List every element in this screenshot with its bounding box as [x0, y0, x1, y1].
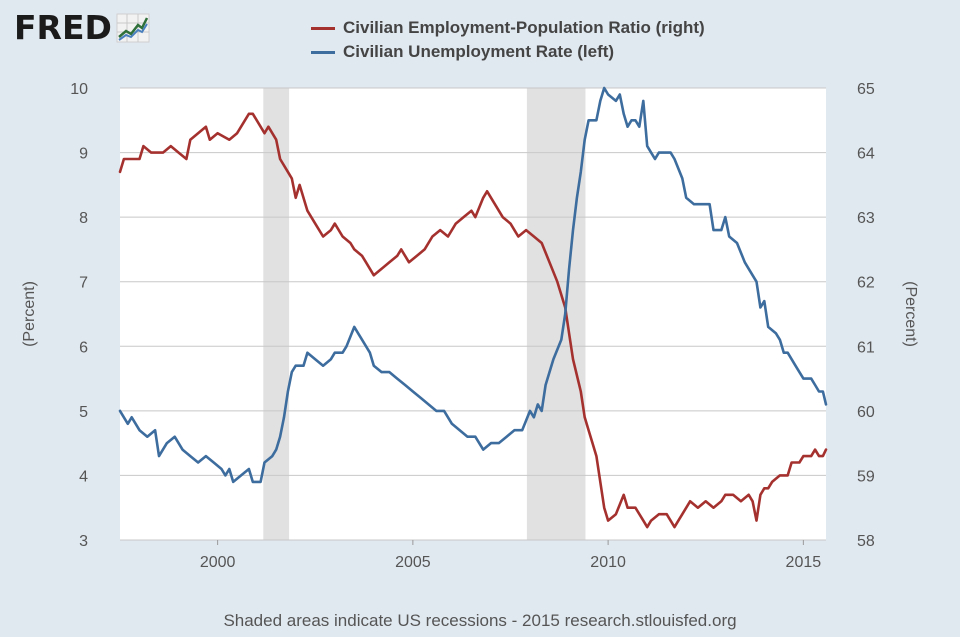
- right-tick-label: 58: [857, 533, 875, 550]
- left-tick-label: 9: [79, 146, 88, 163]
- line-chart-icon: [116, 13, 150, 42]
- x-tick-label: 2000: [200, 554, 236, 571]
- chart-legend: Civilian Employment-Population Ratio (ri…: [311, 16, 705, 64]
- right-tick-label: 61: [857, 339, 875, 356]
- left-tick-label: 6: [79, 339, 88, 356]
- right-tick-label: 60: [857, 404, 875, 421]
- recession-band-1: [263, 88, 290, 540]
- legend-label-unemployment-rate: Civilian Unemployment Rate (left): [343, 42, 615, 61]
- right-axis-title: (Percent): [902, 281, 919, 347]
- left-tick-label: 8: [79, 210, 88, 227]
- recession-band-2: [526, 88, 586, 540]
- fred-logo-text: FRED: [14, 8, 112, 47]
- legend-label-employment-ratio: Civilian Employment-Population Ratio (ri…: [343, 18, 705, 37]
- fred-logo: FRED: [14, 8, 150, 47]
- right-tick-label: 59: [857, 468, 875, 485]
- right-tick-label: 65: [857, 81, 875, 98]
- x-tick-label: 2015: [786, 554, 822, 571]
- legend-item-unemployment-rate: Civilian Unemployment Rate (left): [311, 40, 705, 64]
- right-tick-label: 63: [857, 210, 875, 227]
- left-axis-title: (Percent): [21, 281, 38, 347]
- right-tick-label: 64: [857, 146, 875, 163]
- left-tick-label: 7: [79, 275, 88, 292]
- right-tick-label: 62: [857, 275, 875, 292]
- series-line-unemployment-rate: [118, 86, 828, 484]
- legend-swatch-employment-ratio: [311, 26, 335, 30]
- left-tick-label: 10: [70, 81, 88, 98]
- plot-area: [120, 88, 826, 540]
- recession-footnote: Shaded areas indicate US recessions - 20…: [223, 611, 737, 630]
- left-tick-label: 3: [79, 533, 88, 550]
- x-tick-label: 2010: [590, 554, 626, 571]
- legend-item-employment-ratio: Civilian Employment-Population Ratio (ri…: [311, 16, 705, 40]
- x-tick-label: 2005: [395, 554, 431, 571]
- legend-swatch-unemployment-rate: [311, 50, 335, 54]
- left-tick-label: 4: [79, 468, 88, 485]
- left-tick-label: 5: [79, 404, 88, 421]
- series-line-employment-ratio: [118, 112, 828, 529]
